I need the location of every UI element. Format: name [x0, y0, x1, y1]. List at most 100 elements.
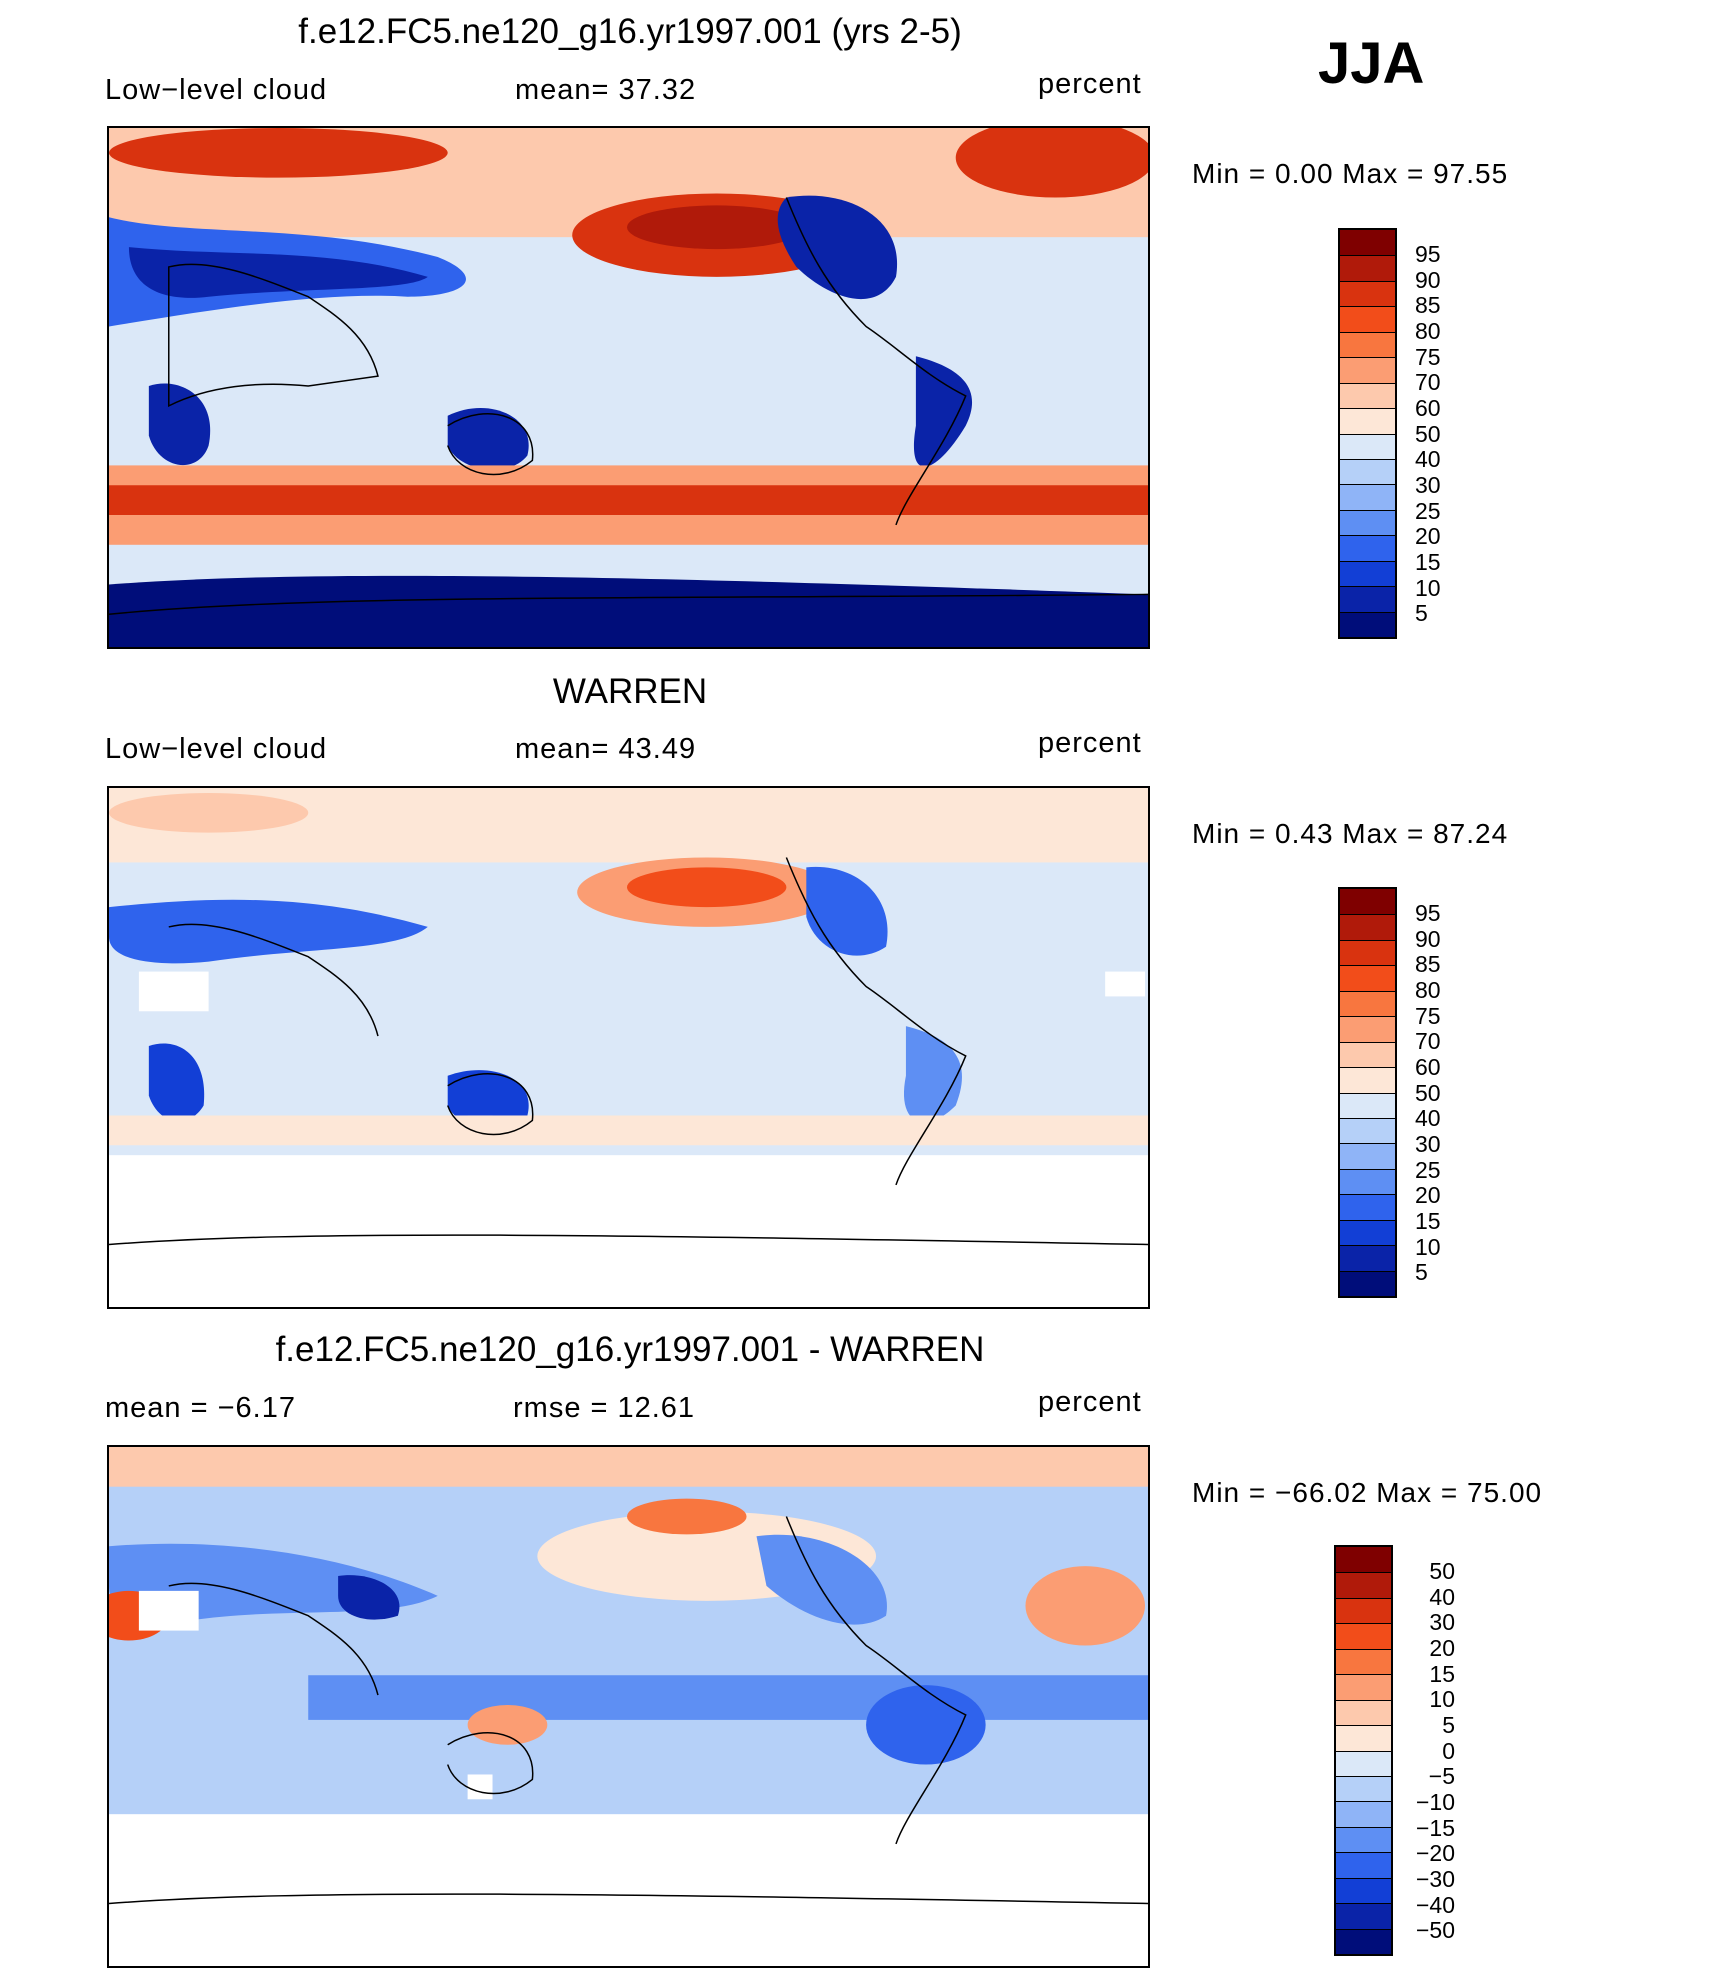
panel2-colorbar-box: [1340, 889, 1395, 915]
panel2-colorbar-box: [1340, 1270, 1395, 1296]
panel2-southern-band: [109, 1115, 1148, 1146]
panel1-tick: 75: [1415, 344, 1441, 370]
panel2-north-america-low: [806, 866, 888, 956]
panel1-colorbar: [1338, 228, 1397, 639]
panel3-tick: 30: [1429, 1609, 1455, 1635]
panel2-tick: 95: [1415, 900, 1441, 926]
panel3-missing-sahara: [138, 1590, 199, 1631]
panel3-colorbar-box: [1336, 1725, 1391, 1751]
panel2-colorbar-box: [1340, 939, 1395, 966]
panel3-north-pacific-core: [627, 1498, 747, 1535]
panel2-title: WARREN: [552, 672, 708, 711]
panel3-colorbar-box: [1336, 1597, 1391, 1624]
panel2-tick: 90: [1415, 926, 1441, 952]
panel3-colorbar-box: [1336, 1572, 1391, 1598]
panel2-colorbar-box: [1340, 1117, 1395, 1144]
panel1-units: percent: [1038, 68, 1142, 100]
panel1-tick: 50: [1415, 421, 1441, 447]
panel3-tick: −15: [1415, 1815, 1455, 1841]
panel3-colorbar-box: [1336, 1928, 1391, 1954]
panel1-colorbar-box: [1340, 230, 1395, 256]
panel2-minmax: Min = 0.43 Max = 87.24: [1192, 818, 1509, 849]
panel1-colorbar-box: [1340, 458, 1395, 485]
panel3-missing-australia: [467, 1774, 493, 1800]
panel3-tropical-neg-band: [308, 1675, 1148, 1720]
panel2-mean: mean= 43.49: [515, 733, 697, 765]
panel1-colorbar-box: [1340, 509, 1395, 536]
panel3-colorbar-box: [1336, 1903, 1391, 1929]
panel3-minmax: Min = −66.02 Max = 75.00: [1192, 1477, 1543, 1508]
panel3-colorbar-box: [1336, 1750, 1391, 1776]
panel3-mean: mean = −6.17: [105, 1392, 296, 1424]
panel2-tick: 60: [1415, 1054, 1441, 1080]
panel1-colorbar-box: [1340, 357, 1395, 383]
panel1-colorbar-box: [1340, 306, 1395, 332]
panel3-tick: 40: [1429, 1584, 1455, 1610]
panel1-colorbar-box: [1340, 560, 1395, 587]
panel1-north-america-low: [777, 195, 898, 300]
panel1-colorbar-box: [1340, 433, 1395, 459]
panel2-colorbar: [1338, 887, 1397, 1298]
panel3-tick: −20: [1415, 1840, 1455, 1866]
panel3-tick: −5: [1428, 1763, 1455, 1789]
panel2-colorbar-box: [1340, 1143, 1395, 1169]
panel1-mean: mean= 37.32: [515, 74, 697, 106]
panel2-tick: 25: [1415, 1157, 1441, 1183]
panel2-colorbar-box: [1340, 1041, 1395, 1068]
panel2-tick: 75: [1415, 1003, 1441, 1029]
panel2-tick: 80: [1415, 977, 1441, 1003]
panel3-colorbar-box: [1336, 1852, 1391, 1878]
panel3-map: [107, 1445, 1150, 1968]
panel1-coastline-australia: [446, 413, 534, 476]
panel3-tick: −50: [1415, 1917, 1455, 1943]
panel2-colorbar-box: [1340, 965, 1395, 991]
panel2-arctic-high: [109, 792, 309, 833]
panel3-australia-pos: [467, 1705, 548, 1745]
panel3-colorbar-box: [1336, 1674, 1391, 1700]
panel2-colorbar-box: [1340, 914, 1395, 940]
panel2-tick: 10: [1415, 1234, 1441, 1260]
panel2-south-america-low: [903, 1026, 963, 1123]
panel2-tick: 30: [1415, 1131, 1441, 1157]
panel3-arctic-band: [109, 1447, 1148, 1487]
panel3-tick: 5: [1442, 1712, 1455, 1738]
panel2-tick: 20: [1415, 1182, 1441, 1208]
panel2-tick: 85: [1415, 951, 1441, 977]
panel3-coastline-australia: [446, 1732, 534, 1795]
panel1-colorbar-box: [1340, 484, 1395, 510]
panel1-colorbar-box: [1340, 408, 1395, 434]
panel1-tick: 90: [1415, 267, 1441, 293]
panel2-tick: 50: [1415, 1080, 1441, 1106]
panel2-colorbar-box: [1340, 1067, 1395, 1093]
panel1-colorbar-box: [1340, 586, 1395, 612]
panel3-units: percent: [1038, 1386, 1142, 1418]
panel1-tick: 25: [1415, 498, 1441, 524]
panel1-title: f.e12.FC5.ne120_g16.yr1997.001 (yrs 2-5): [298, 12, 962, 51]
panel1-tick: 10: [1415, 575, 1441, 601]
panel3-tick: −10: [1415, 1789, 1455, 1815]
panel1-colorbar-box: [1340, 255, 1395, 281]
panel2-missing-sahara: [138, 971, 209, 1012]
panel3-tick: 50: [1429, 1558, 1455, 1584]
panel3-tick: 0: [1442, 1738, 1455, 1764]
panel2-tick: 15: [1415, 1208, 1441, 1234]
panel2-australia-low: [447, 1070, 529, 1128]
panel2-coastline-antarctica: [109, 1234, 1148, 1246]
panel1-tick: 30: [1415, 472, 1441, 498]
panel2-north-pacific-core: [627, 867, 787, 908]
panel1-tick: 5: [1415, 600, 1428, 626]
panel2-coastline-america: [785, 857, 967, 1186]
panel3-tick: 20: [1429, 1635, 1455, 1661]
panel1-colorbar-box: [1340, 280, 1395, 307]
panel1-tick: 40: [1415, 446, 1441, 472]
panel1-map-svg: [109, 128, 1148, 647]
panel1-southern-ocean-band: [109, 485, 1148, 516]
season-label: JJA: [1318, 31, 1425, 96]
panel2-colorbar-box: [1340, 1168, 1395, 1195]
panel3-tick: −40: [1415, 1892, 1455, 1918]
panel1-south-america-low: [913, 356, 973, 467]
panel1-map: [107, 126, 1150, 649]
panel2-colorbar-box: [1340, 1194, 1395, 1220]
panel1-arctic-high: [109, 128, 448, 178]
panel3-atlantic-pos: [1025, 1566, 1146, 1646]
